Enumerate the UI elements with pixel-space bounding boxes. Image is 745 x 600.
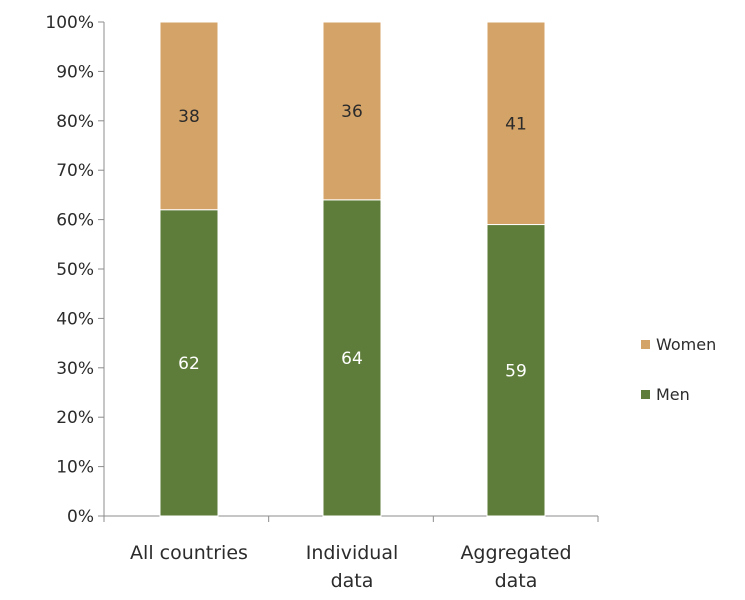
bar-women — [322, 21, 382, 201]
y-tick-label: 80% — [56, 112, 94, 132]
data-label-women: 38 — [178, 107, 200, 127]
legend: Women Men — [641, 335, 716, 404]
legend-label-men: Men — [656, 385, 690, 404]
data-label-men: 59 — [505, 361, 527, 381]
y-tick-label: 70% — [56, 161, 94, 181]
bars — [159, 21, 546, 517]
y-tick-label: 10% — [56, 458, 94, 478]
data-labels: 62 38 64 36 59 41 — [178, 102, 527, 381]
y-tick-label: 0% — [67, 507, 94, 527]
legend-swatch-men — [641, 390, 650, 399]
bar-women — [159, 21, 219, 211]
axes: 0% 10% 20% 30% 40% 50% 60% 70% 80% 90% 100% All cou… — [45, 13, 599, 592]
y-tick-label: 60% — [56, 211, 94, 231]
x-category-label: All countries — [130, 542, 248, 564]
legend-swatch-women — [641, 340, 650, 349]
bar-men — [486, 224, 546, 517]
y-tick-label: 40% — [56, 309, 94, 329]
data-label-men: 62 — [178, 354, 200, 374]
bar-men — [159, 209, 219, 517]
bar-women — [486, 21, 546, 226]
y-tick-label: 20% — [56, 408, 94, 428]
x-category-label: Aggregated data — [460, 542, 571, 592]
legend-label-women: Women — [656, 335, 716, 354]
y-tick-label: 50% — [56, 260, 94, 280]
y-tick-label: 90% — [56, 62, 94, 82]
data-label-women: 36 — [341, 102, 363, 122]
data-label-men: 64 — [341, 349, 363, 369]
data-label-women: 41 — [505, 114, 527, 134]
x-category-label: Individual data — [306, 542, 399, 592]
y-tick-label: 100% — [45, 13, 94, 33]
y-tick-label: 30% — [56, 359, 94, 379]
